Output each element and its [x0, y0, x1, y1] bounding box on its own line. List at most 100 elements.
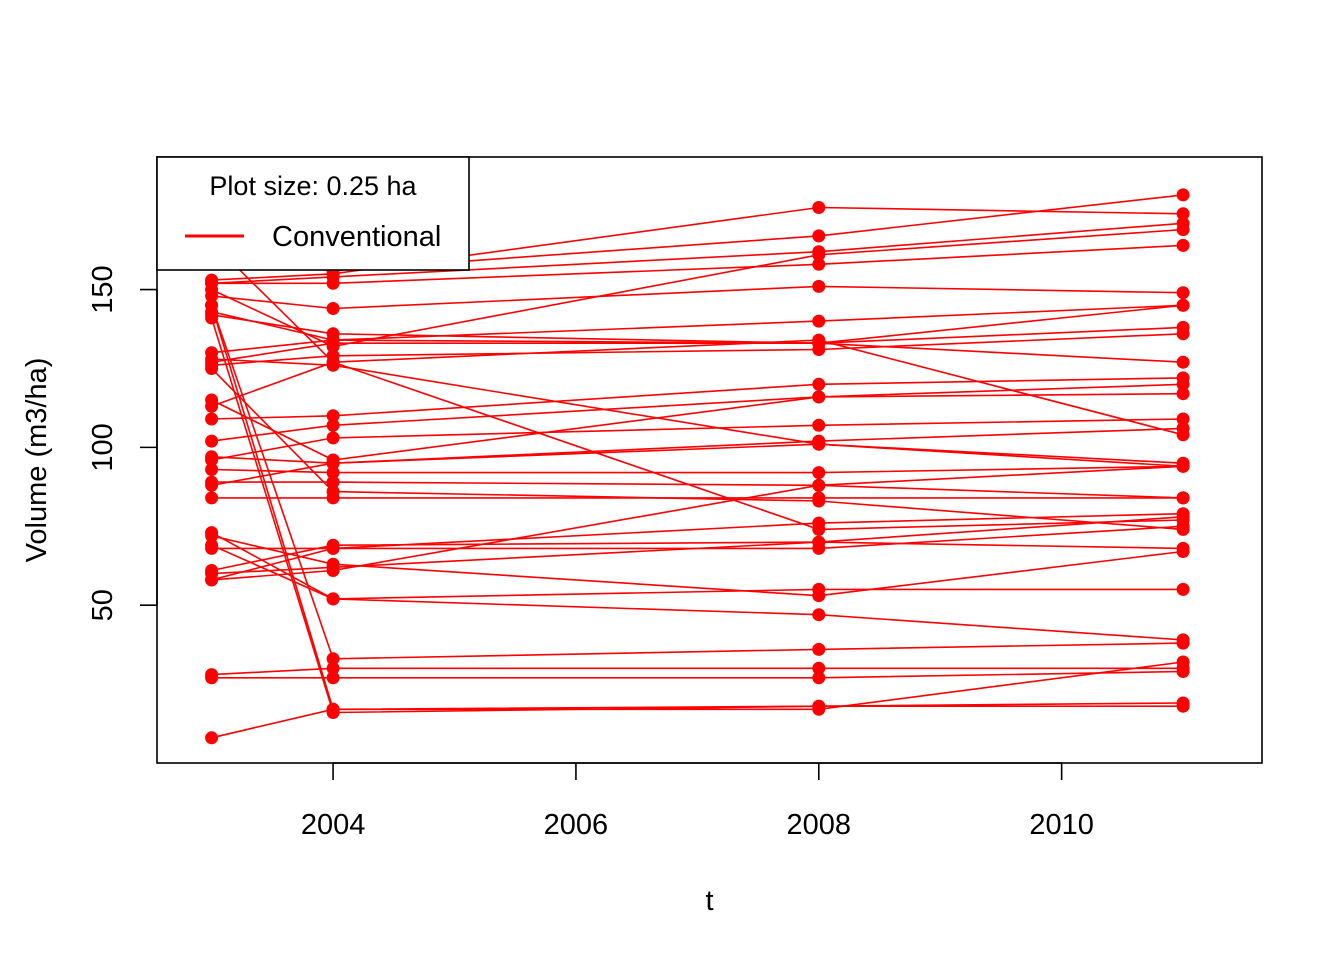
series-line	[211, 705, 1184, 739]
series-line	[211, 304, 1184, 354]
series-30	[205, 459, 1190, 587]
data-point	[326, 336, 340, 350]
series-line	[211, 525, 1184, 550]
data-point	[205, 671, 219, 685]
data-point	[1176, 582, 1190, 596]
data-point	[812, 661, 826, 675]
series-line	[210, 305, 1184, 660]
data-point	[326, 541, 340, 555]
series-line	[211, 333, 1184, 367]
data-point	[205, 491, 219, 505]
x-tick-label: 2008	[787, 809, 852, 841]
x-tick-label: 2006	[544, 809, 609, 841]
data-point	[326, 327, 340, 341]
data-point	[326, 592, 340, 606]
series-line	[211, 339, 1184, 436]
data-point	[205, 352, 219, 366]
data-point	[1176, 223, 1190, 237]
data-point	[205, 412, 219, 426]
data-point	[812, 516, 826, 530]
series-line	[211, 367, 1184, 531]
series-line	[211, 314, 1184, 363]
series-line	[211, 535, 1184, 597]
data-point	[812, 478, 826, 492]
series-line	[211, 244, 1184, 285]
series-38	[205, 699, 1190, 745]
series-line	[211, 531, 1184, 641]
x-axis: 2004 2006 2008 2010	[301, 762, 1094, 841]
data-point	[205, 393, 219, 407]
series-line	[210, 317, 1184, 714]
data-point	[326, 355, 340, 369]
series-line	[211, 206, 1184, 281]
data-point	[205, 362, 219, 375]
series-line	[211, 222, 1184, 285]
series-line	[211, 667, 1184, 676]
series-line	[211, 304, 1184, 345]
series-line	[211, 541, 1184, 575]
data-point	[1176, 421, 1190, 435]
data-point	[326, 475, 340, 489]
series-line	[211, 512, 1184, 581]
data-point	[1176, 355, 1190, 369]
data-point	[1176, 545, 1190, 558]
data-point	[326, 466, 340, 480]
series-line	[211, 443, 1184, 465]
data-point	[1176, 459, 1190, 473]
data-point	[812, 671, 826, 685]
data-point	[205, 298, 219, 312]
data-point	[205, 463, 219, 476]
x-axis-label: t	[705, 885, 713, 917]
data-point	[1176, 665, 1190, 678]
data-point	[205, 311, 219, 325]
data-point	[812, 257, 826, 271]
data-point	[1176, 491, 1190, 505]
data-point	[326, 409, 340, 423]
data-point	[326, 456, 340, 470]
data-point	[326, 431, 340, 445]
data-point	[326, 661, 340, 675]
data-point	[812, 201, 826, 214]
y-tick-label: 150	[87, 265, 119, 313]
data-point	[326, 418, 340, 432]
data-point	[812, 248, 826, 262]
data-point	[812, 535, 826, 549]
data-point	[1176, 207, 1190, 221]
data-point	[1176, 636, 1190, 650]
data-point	[205, 526, 219, 540]
series-line	[211, 670, 1184, 679]
x-tick-label: 2010	[1029, 809, 1094, 841]
data-point	[812, 699, 826, 713]
data-point	[205, 475, 219, 489]
series-line	[211, 383, 1184, 442]
series-line	[211, 326, 1184, 363]
data-point	[326, 652, 340, 666]
data-point	[1176, 298, 1190, 312]
data-point	[812, 466, 826, 480]
data-point	[1176, 699, 1190, 713]
y-tick-label: 50	[87, 589, 119, 621]
data-point	[326, 485, 340, 499]
x-tick-label: 2004	[301, 809, 366, 841]
data-point	[812, 642, 826, 656]
data-point	[1176, 510, 1190, 524]
data-point	[812, 418, 826, 432]
series-14	[205, 371, 1190, 426]
series-line	[211, 377, 1184, 420]
series-19	[205, 437, 1190, 470]
legend-box	[156, 156, 470, 271]
data-point	[326, 564, 340, 577]
series-line	[211, 228, 1184, 348]
y-tick-label: 100	[87, 423, 119, 471]
series-32	[205, 526, 1190, 647]
data-point	[1176, 238, 1190, 252]
series-line	[211, 465, 1184, 474]
data-point	[1176, 286, 1190, 300]
data-point	[1176, 519, 1190, 533]
data-point	[812, 333, 826, 347]
data-point	[1176, 387, 1190, 401]
data-point	[812, 377, 826, 391]
data-point	[205, 731, 219, 745]
